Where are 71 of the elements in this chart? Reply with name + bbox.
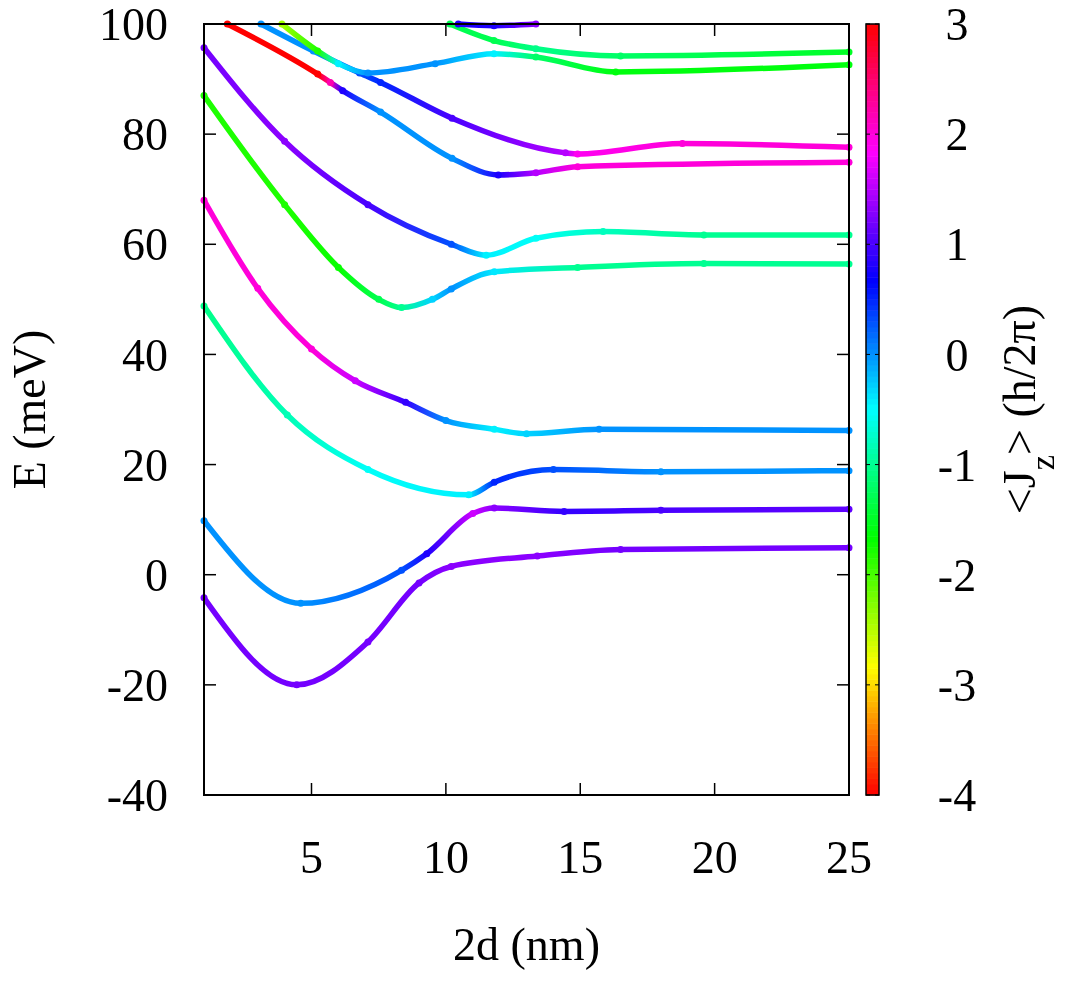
point [293, 681, 301, 689]
point [283, 411, 291, 419]
color-bar-label: 1 [945, 219, 969, 271]
point [415, 579, 423, 587]
point [490, 504, 498, 512]
color-bar-label: -4 [937, 770, 977, 822]
point [334, 263, 342, 271]
point [334, 60, 342, 68]
y-tick-label: -40 [106, 770, 168, 822]
point [574, 150, 582, 158]
point [447, 240, 455, 248]
point [657, 506, 665, 514]
point [532, 53, 540, 61]
point [490, 50, 498, 58]
point [490, 268, 498, 276]
point [281, 137, 289, 145]
point [532, 169, 540, 177]
y-tick-label: 80 [122, 109, 168, 161]
point [314, 47, 322, 55]
y-tick-label: 40 [122, 329, 168, 381]
point [599, 228, 607, 236]
x-axis-title: 2d (nm) [453, 919, 600, 970]
point [377, 78, 385, 86]
x-tick-label: 5 [300, 832, 323, 883]
y-tick-label: 100 [99, 0, 168, 51]
point [281, 201, 289, 209]
y-tick-label: 60 [122, 219, 168, 271]
point [364, 201, 372, 209]
point [428, 295, 436, 303]
point [402, 398, 410, 406]
point [351, 377, 359, 385]
point [447, 562, 455, 570]
point [700, 260, 708, 268]
y-tick-label: -20 [106, 659, 168, 711]
x-tick-label: 15 [557, 832, 604, 883]
point [574, 263, 582, 271]
color-bar-label: 2 [945, 109, 969, 161]
point [532, 234, 540, 242]
point [448, 114, 456, 122]
point [364, 638, 372, 646]
y-tick-label: 0 [145, 549, 168, 601]
color-bar-label: 3 [945, 0, 969, 51]
point [469, 510, 477, 518]
point [657, 468, 665, 476]
point [398, 566, 406, 574]
point [560, 507, 568, 515]
point [561, 149, 569, 157]
x-tick-label: 10 [422, 832, 469, 883]
point [490, 37, 498, 45]
point [612, 68, 620, 76]
point [490, 478, 498, 486]
point [364, 466, 372, 474]
color-bar-label: -1 [937, 439, 977, 491]
point [533, 552, 541, 560]
y-axis-title: E (meV) [4, 329, 55, 490]
x-tick-label: 20 [691, 832, 738, 883]
point [297, 599, 305, 607]
y-tick-label: 20 [122, 439, 168, 491]
color-bar-label: 0 [945, 329, 969, 381]
x-tick-label: 25 [826, 832, 872, 883]
point [532, 45, 540, 53]
point [549, 466, 557, 474]
point [326, 78, 334, 86]
point [314, 70, 322, 78]
point [700, 231, 708, 239]
point [617, 52, 625, 60]
color-bar-label: -2 [937, 549, 977, 601]
point [523, 430, 530, 438]
point [398, 304, 406, 312]
point [617, 545, 625, 553]
color-bar-label: -3 [937, 659, 977, 711]
